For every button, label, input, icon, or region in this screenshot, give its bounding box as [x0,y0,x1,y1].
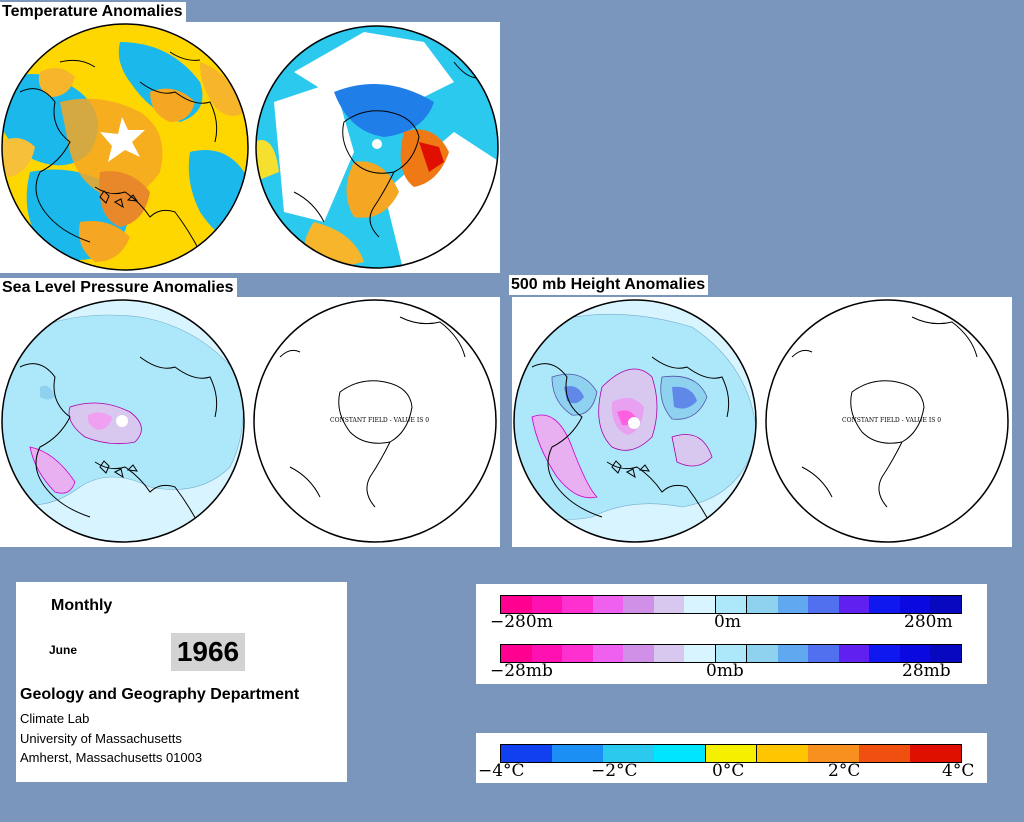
anomaly-legend: −280m 0m 280m −28mb 0mb 28mb [476,584,987,684]
temperature-swatch [757,745,809,762]
height-swatch [623,596,654,613]
h500-panel: CONSTANT FIELD - VALUE IS 0 [512,297,1012,547]
h500-constant-field-label: CONSTANT FIELD - VALUE IS 0 [842,417,942,424]
height-max-label: 280m [904,612,953,632]
temperature-color-bar [500,744,962,763]
height-swatch [808,596,839,613]
height-swatch [531,596,563,613]
pressure-swatch [562,645,593,662]
pressure-swatch [777,645,809,662]
height-min-label: −280m [490,612,553,632]
h500-panel-title: 500 mb Height Anomalies [509,275,709,295]
slp-panel-title: Sea Level Pressure Anomalies [0,278,237,298]
pressure-min-label: −28mb [490,661,553,681]
month-label: June [49,643,78,657]
temperature-sh-globe [255,25,499,269]
pressure-swatch [930,645,961,662]
height-swatch [930,596,961,613]
temp-label-minus4: −4°C [478,761,525,781]
pressure-swatch [684,645,716,662]
pressure-swatch [592,645,624,662]
info-box: Monthly June 1966 Geology and Geography … [16,582,347,782]
lab-label: Climate Lab [20,711,90,726]
slp-constant-field-label: CONSTANT FIELD - VALUE IS 0 [330,417,430,424]
temperature-swatch [808,745,860,762]
pressure-max-label: 28mb [902,661,951,681]
department-label: Geology and Geography Department [20,686,300,703]
pressure-color-bar [500,644,962,663]
height-color-bar [500,595,962,614]
pressure-swatch [531,645,563,662]
temperature-swatch [602,745,654,762]
pressure-swatch [653,645,685,662]
temperature-panel-title: Temperature Anomalies [0,2,186,22]
height-swatch [715,596,748,613]
temperature-swatch [705,745,758,762]
height-swatch [899,596,931,613]
height-swatch [869,596,900,613]
h500-sh-globe [765,299,1009,543]
pressure-mid-label: 0mb [706,661,744,681]
pressure-swatch [501,645,532,662]
height-swatch [501,596,532,613]
slp-nh-globe [1,299,245,543]
height-swatch [684,596,716,613]
temperature-panel [0,22,500,273]
height-mid-label: 0m [714,612,741,632]
pressure-swatch [808,645,839,662]
temperature-swatch [859,745,911,762]
temperature-swatch [910,745,962,762]
temp-label-0: 0°C [712,761,745,781]
university-label: University of Massachusetts [20,731,182,746]
pressure-swatch [747,645,778,662]
height-swatch [747,596,778,613]
pressure-swatch [715,645,748,662]
slp-panel: CONSTANT FIELD - VALUE IS 0 [0,297,500,547]
h500-nh-globe [513,299,757,543]
slp-sh-globe [253,299,497,543]
height-swatch [838,596,870,613]
pressure-swatch [838,645,870,662]
height-swatch [653,596,685,613]
pressure-swatch [623,645,654,662]
temperature-swatch [653,745,706,762]
height-swatch [562,596,593,613]
height-swatch [777,596,809,613]
year-badge: 1966 [171,633,245,671]
pressure-swatch [869,645,900,662]
temp-label-minus2: −2°C [591,761,638,781]
height-swatch [592,596,624,613]
temperature-swatch [551,745,603,762]
temperature-legend: −4°C −2°C 0°C 2°C 4°C [476,733,987,783]
temp-label-4: 4°C [942,761,975,781]
period-label: Monthly [51,597,113,614]
address-label: Amherst, Massachusetts 01003 [20,750,203,765]
pressure-swatch [899,645,931,662]
temperature-nh-globe [1,23,249,271]
temperature-swatch [501,745,552,762]
temp-label-2: 2°C [828,761,861,781]
